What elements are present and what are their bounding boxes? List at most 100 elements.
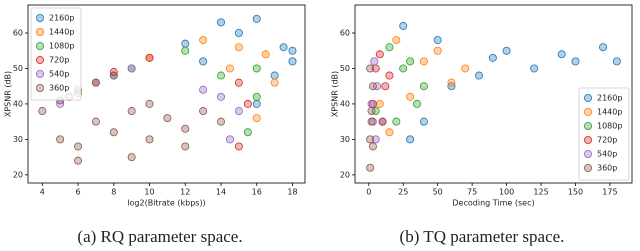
- x-tick-label: 150: [568, 188, 583, 197]
- point: [243, 128, 252, 137]
- point: [385, 43, 394, 52]
- point: [109, 128, 118, 137]
- point: [217, 71, 226, 80]
- point: [475, 71, 484, 80]
- point: [163, 114, 172, 123]
- point: [557, 50, 566, 59]
- point: [366, 163, 375, 172]
- point: [392, 117, 401, 126]
- point: [288, 57, 297, 66]
- point: [571, 57, 580, 66]
- point: [367, 107, 376, 116]
- point: [406, 92, 415, 101]
- legend: 2160p 1440p 1080p 720p 540p 360p: [578, 87, 630, 181]
- x-tick-label: 50: [433, 188, 443, 197]
- point: [366, 64, 375, 73]
- legend-marker: [584, 122, 593, 131]
- point: [406, 57, 415, 66]
- legend-label: 360p: [597, 164, 617, 173]
- point: [270, 78, 279, 87]
- point: [74, 142, 83, 151]
- x-tick-label: 0: [366, 188, 371, 197]
- point: [419, 82, 428, 91]
- point: [234, 43, 243, 52]
- point: [371, 107, 380, 116]
- point: [530, 64, 539, 73]
- y-tick-label: 20: [340, 170, 350, 179]
- y-tick-label: 50: [340, 64, 350, 73]
- legend-label: 720p: [49, 56, 69, 65]
- axes-frame: [27, 4, 306, 184]
- legend-marker: [584, 94, 593, 103]
- x-axis-label: log2(Bitrate (kbps)): [127, 199, 205, 208]
- point: [181, 142, 190, 151]
- point: [368, 142, 377, 151]
- point: [367, 117, 376, 126]
- point: [145, 53, 154, 62]
- legend-marker: [584, 163, 593, 172]
- axes-frame: [354, 4, 633, 184]
- point: [199, 85, 208, 94]
- point: [252, 14, 261, 23]
- point: [399, 21, 408, 30]
- point: [225, 64, 234, 73]
- point: [199, 36, 208, 45]
- point: [225, 135, 234, 144]
- y-tick-label: 40: [340, 99, 350, 108]
- point: [38, 107, 47, 116]
- y-tick-label: 60: [340, 29, 350, 38]
- point: [385, 71, 394, 80]
- point: [371, 135, 380, 144]
- point: [385, 128, 394, 137]
- x-tick-label: 125: [533, 188, 548, 197]
- point: [375, 99, 384, 108]
- point: [234, 107, 243, 116]
- point: [181, 39, 190, 48]
- point: [181, 124, 190, 133]
- point: [74, 156, 83, 165]
- legend-label: 1080p: [597, 122, 622, 131]
- y-tick-label: 40: [13, 99, 23, 108]
- point: [181, 46, 190, 55]
- x-tick-label: 18: [287, 188, 297, 197]
- point: [234, 78, 243, 87]
- legend-marker: [36, 13, 45, 22]
- point: [127, 153, 136, 162]
- point: [447, 78, 456, 87]
- point: [217, 117, 226, 126]
- x-tick-label: 14: [216, 188, 226, 197]
- legend-label: 540p: [49, 70, 69, 79]
- x-tick-label: 6: [75, 188, 80, 197]
- legend-marker: [36, 42, 45, 51]
- point: [127, 64, 136, 73]
- point: [433, 46, 442, 55]
- x-tick-label: 8: [111, 188, 116, 197]
- point: [252, 99, 261, 108]
- point: [399, 64, 408, 73]
- point: [252, 64, 261, 73]
- legend-marker: [584, 108, 593, 117]
- point: [288, 46, 297, 55]
- legend: 2160p 1440p 1080p 720p 540p 360p: [30, 7, 82, 101]
- point: [109, 71, 118, 80]
- y-tick-label: 60: [13, 29, 23, 38]
- y-tick-label: 20: [13, 170, 23, 179]
- x-tick-label: 16: [252, 188, 262, 197]
- point: [433, 36, 442, 45]
- legend-label: 720p: [597, 136, 617, 145]
- point: [366, 135, 375, 144]
- point: [56, 135, 65, 144]
- x-tick-label: 4: [40, 188, 45, 197]
- point: [127, 107, 136, 116]
- point: [199, 57, 208, 66]
- point: [406, 135, 415, 144]
- x-axis-label: Decoding Time (sec): [452, 199, 534, 208]
- x-tick-label: 25: [398, 188, 408, 197]
- point: [612, 57, 621, 66]
- point: [367, 99, 376, 108]
- point: [243, 99, 252, 108]
- legend-marker: [584, 149, 593, 158]
- point: [199, 107, 208, 116]
- y-tick-label: 30: [340, 135, 350, 144]
